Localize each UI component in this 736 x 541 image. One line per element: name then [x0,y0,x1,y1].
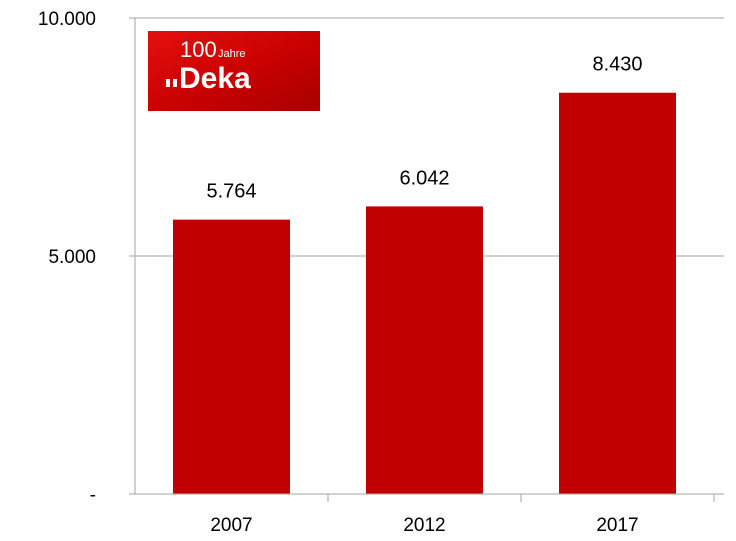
data-label-2017: 8.430 [592,54,642,76]
bar-2007 [173,219,290,494]
axes: - 5.000 10.000 2007 2012 2017 [38,9,724,536]
data-label-2007: 5.764 [206,181,256,203]
y-tick-label: 5.000 [48,247,96,268]
logo-jahre: Jahre [218,48,246,60]
logo-mark-left [166,79,170,87]
data-label-2012: 6.042 [399,167,449,189]
bar-2017 [559,92,676,495]
x-tick-label-2012: 2012 [403,515,445,536]
deka-logo: 100 Jahre Deka [148,31,320,111]
bars [173,92,676,495]
logo-number: 100 [180,37,217,62]
data-labels: 5.764 6.042 8.430 [206,54,642,203]
logo-mark-right [173,79,177,87]
y-tick-label: 10.000 [38,9,96,30]
logo-background [148,31,320,111]
logo-brand: Deka [179,62,251,95]
x-tick-label-2017: 2017 [596,515,638,536]
y-tick-label: - [90,485,96,506]
bar-2012 [366,206,483,494]
x-tick-label-2007: 2007 [210,515,252,536]
